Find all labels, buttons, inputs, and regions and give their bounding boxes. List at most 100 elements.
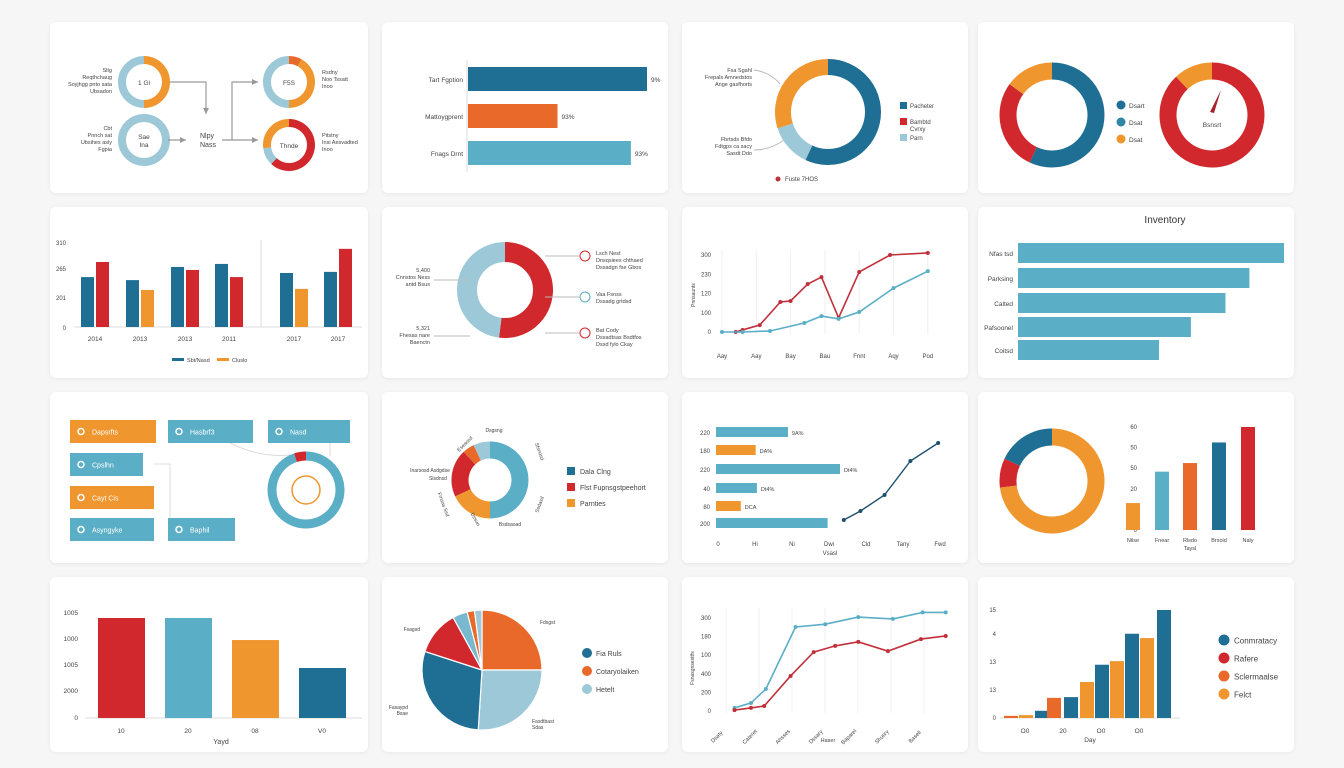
donut-segment — [777, 123, 813, 160]
x-tick: Ahsses — [775, 729, 792, 746]
box-label: Asyngyke — [92, 528, 122, 535]
x-tick: 20 — [184, 728, 192, 735]
x-tick: 2014 — [88, 336, 103, 343]
donut-center-label: Ina — [139, 142, 148, 149]
y-tick: 13 — [989, 688, 996, 694]
box-icon — [77, 460, 85, 469]
value-label: 93% — [635, 151, 648, 158]
panel-bar-line-combo — [682, 392, 968, 563]
bar — [716, 427, 788, 437]
y-tick: 1005 — [64, 610, 79, 617]
bar — [1155, 471, 1169, 530]
x-tick: 2017 — [287, 336, 302, 343]
bar — [280, 272, 293, 327]
series-line-point — [841, 518, 846, 522]
legend-swatch — [217, 358, 229, 361]
donut-segment — [455, 488, 491, 519]
legend-swatch — [582, 648, 592, 658]
y-tick: 80 — [703, 505, 710, 511]
annotation: Dnsqsiees chthaed — [596, 258, 643, 264]
donut-center-label: F5S — [283, 80, 296, 87]
node-label: Reqthchaug — [82, 75, 112, 81]
arrow-connector — [170, 81, 207, 114]
box-label: Cpslhn — [92, 463, 114, 470]
bar — [339, 248, 352, 327]
series-line-point — [885, 649, 890, 654]
legend-label: Flst Fupnsgstpeehort — [580, 485, 646, 492]
series-line-point — [920, 610, 925, 615]
y-tick: 0 — [708, 709, 712, 715]
gauge-label: Bsnsrt — [1203, 122, 1222, 129]
y-tick: 20 — [1130, 487, 1137, 493]
legend-label: Cvrxy — [910, 127, 925, 133]
series-line — [735, 252, 928, 333]
series-line-point — [788, 298, 793, 303]
flow-box — [70, 453, 143, 476]
y-tick: 120 — [701, 292, 712, 298]
donut-segment — [805, 59, 881, 165]
donut-segment — [999, 84, 1038, 163]
flow-box — [168, 518, 235, 541]
x-tick: Pod — [922, 354, 933, 360]
category-label: Mattoygprent — [425, 114, 463, 121]
series-line-point — [833, 643, 838, 648]
value-label: Dt4% — [761, 487, 775, 493]
category-label: Coitsd — [995, 348, 1014, 355]
x-tick: 0 — [716, 542, 720, 548]
annotation: antd Bsus — [406, 282, 431, 288]
ring-segment — [267, 451, 345, 529]
y-tick: 100 — [701, 653, 712, 659]
series-line-point — [805, 282, 810, 287]
legend-label: Parnties — [580, 501, 606, 508]
slice-label: Fasdtbast — [532, 719, 555, 725]
donut-segment — [999, 428, 1105, 534]
gauge-segment — [1159, 62, 1265, 168]
x-tick: Aay — [751, 354, 761, 360]
legend-swatch — [1218, 688, 1230, 700]
annotation: Fhesas nare — [399, 333, 430, 339]
y-tick: 13 — [989, 660, 996, 666]
connector-line — [154, 463, 171, 530]
series-line-point — [788, 673, 793, 678]
slice-label: Ssdasd — [534, 496, 545, 514]
series-line-point — [720, 330, 724, 334]
y-tick: 300 — [701, 616, 712, 622]
bar — [716, 501, 741, 511]
donut-segment — [457, 242, 506, 338]
bar — [1018, 243, 1284, 263]
slice-label: Fdsgst — [540, 620, 556, 626]
pie-slice — [477, 669, 543, 731]
x-tick: Dwi — [824, 542, 834, 548]
y-tick: 50 — [1130, 466, 1137, 472]
y-tick: 15 — [989, 608, 996, 614]
bar — [299, 668, 346, 718]
node-label: Fgpia — [98, 147, 113, 153]
y-tick: 50 — [1130, 446, 1137, 452]
inner-ring-icon — [291, 475, 321, 505]
x-tick: Rlsdo — [1183, 538, 1197, 544]
y-tick: 265 — [56, 267, 67, 273]
donut-center-label: Thnde — [280, 143, 299, 150]
donut-segment — [775, 59, 829, 129]
legend-swatch — [172, 358, 184, 361]
x-axis-label: Day — [1084, 737, 1096, 744]
x-tick: Bau — [820, 354, 831, 360]
series-line-point — [858, 509, 863, 513]
x-axis-label: Yayd — [213, 739, 229, 746]
legend-label: Felct — [1234, 691, 1252, 700]
series-line-point — [763, 686, 768, 691]
node-label: Inoo — [322, 84, 333, 90]
y-tick: 180 — [701, 635, 712, 641]
annotation: 5,400 — [416, 268, 430, 274]
y-tick: 0 — [708, 330, 712, 336]
box-label: Baphil — [190, 528, 210, 535]
y-tick: 60 — [1130, 425, 1137, 431]
series-line-point — [890, 616, 895, 621]
y-tick: 0 — [74, 715, 78, 722]
annotation: Fdtgps ca sacy — [715, 144, 752, 150]
value-label: DCA — [745, 505, 757, 511]
slice-label: Sfsnosd — [533, 442, 545, 461]
bar — [324, 271, 337, 327]
bar — [1183, 463, 1197, 530]
donut-segment — [473, 441, 491, 461]
